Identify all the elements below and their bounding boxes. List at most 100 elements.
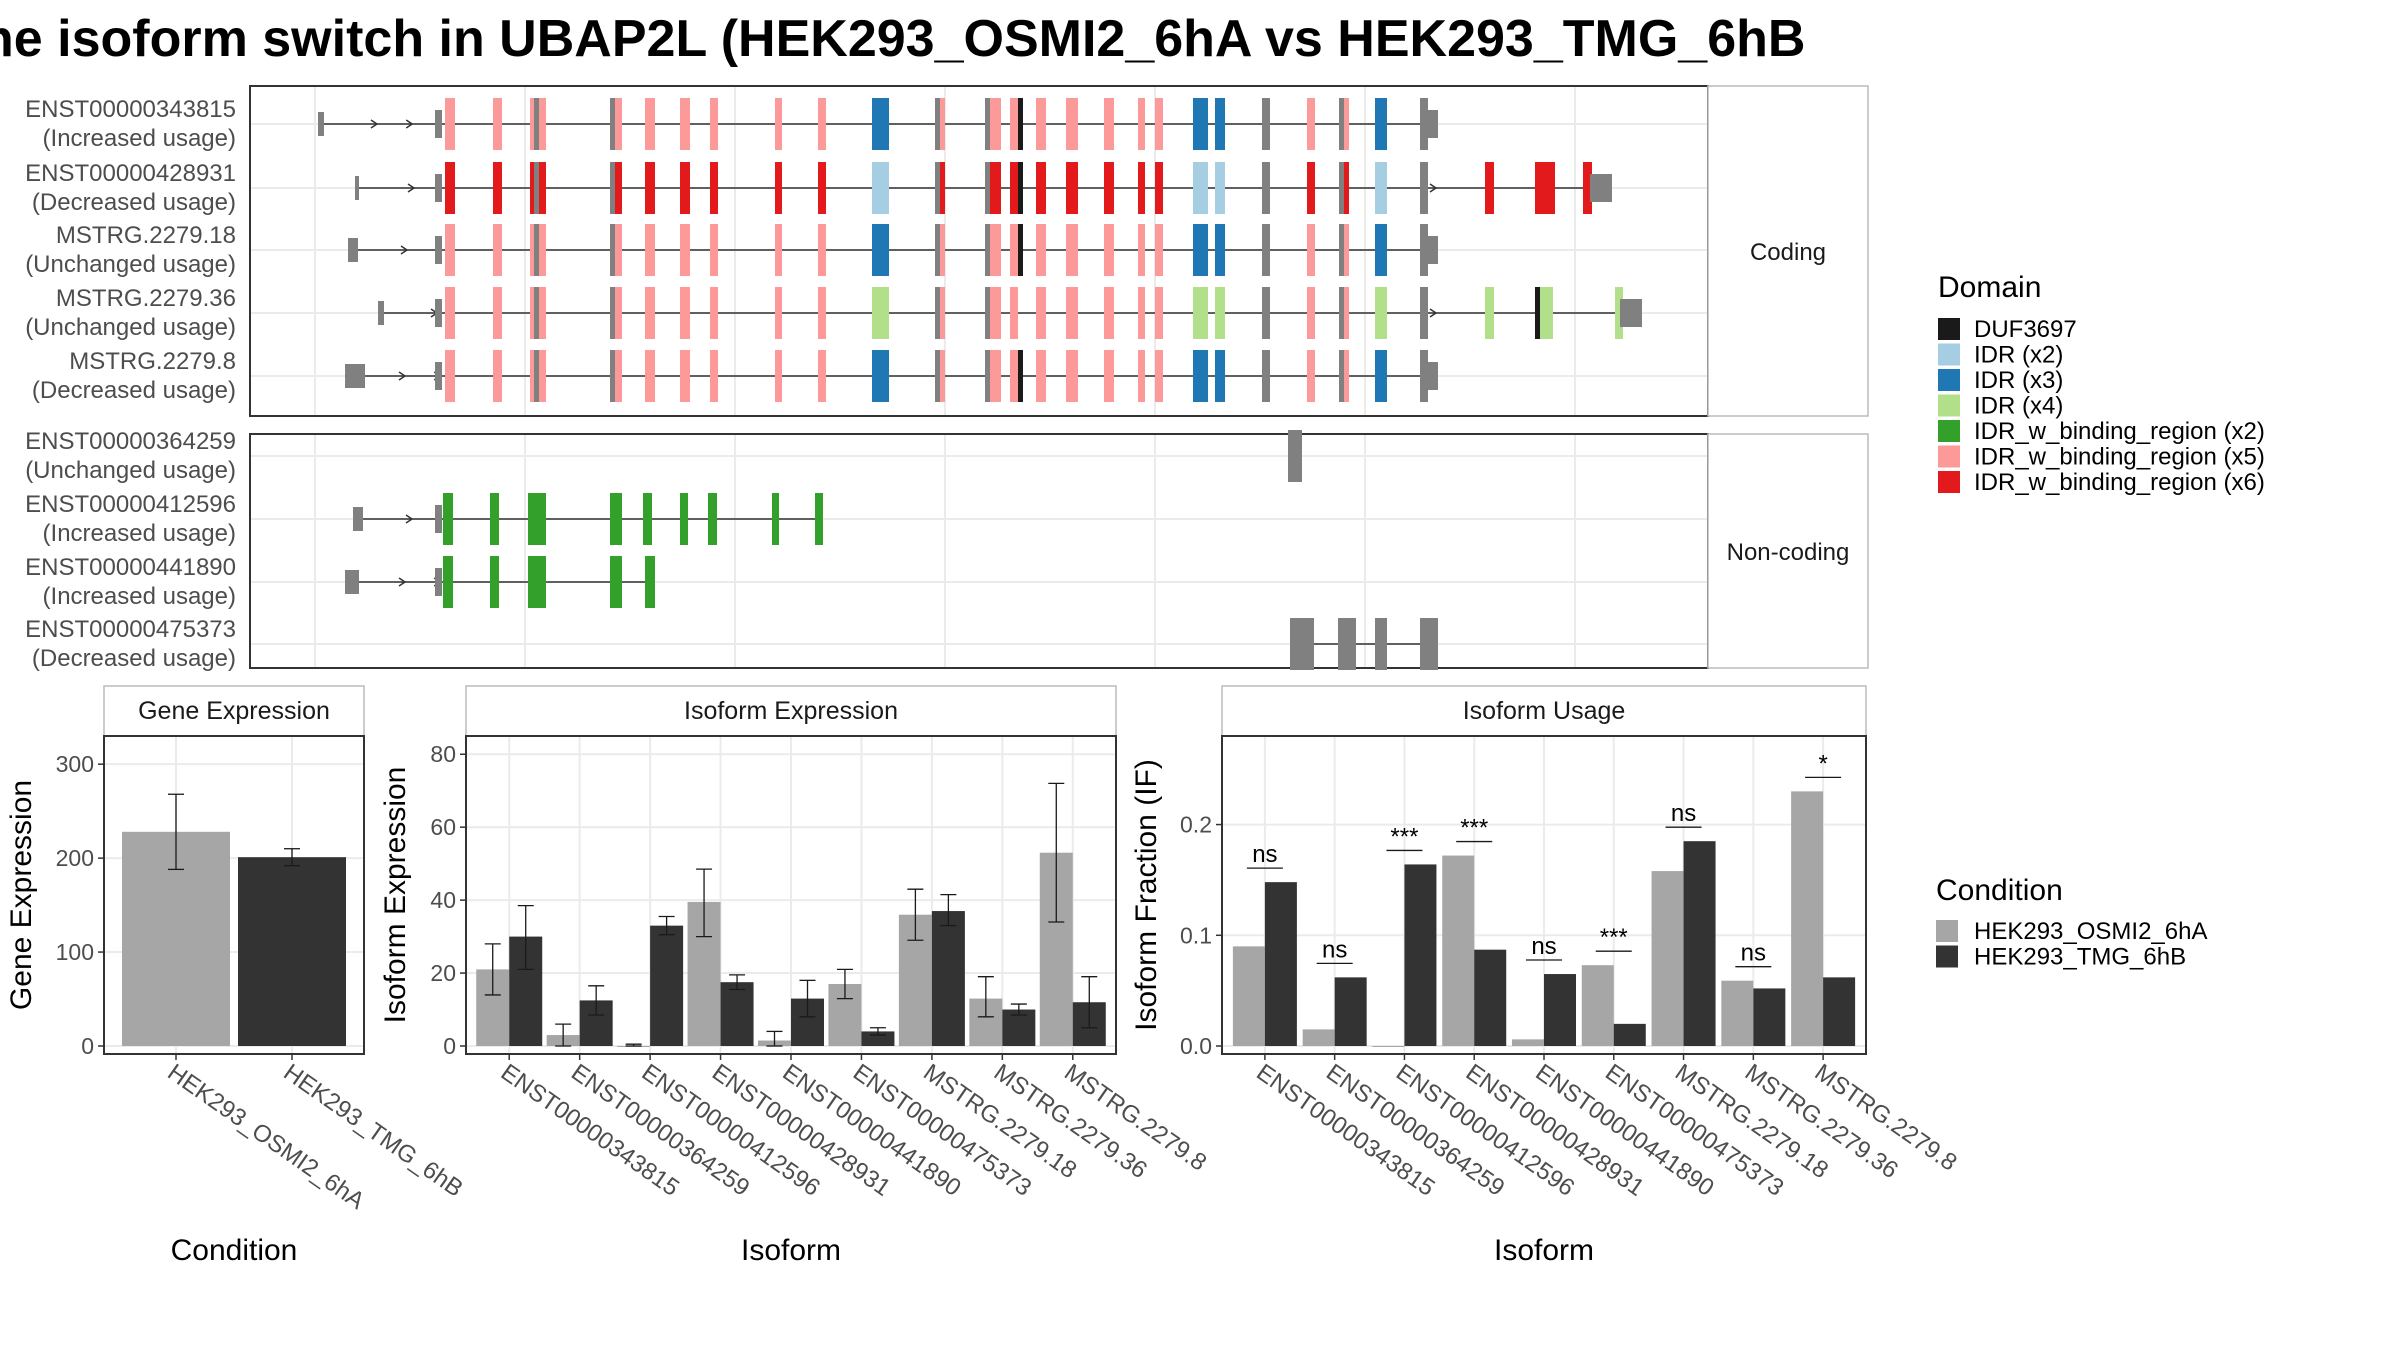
- legend-swatch: [1938, 343, 1960, 366]
- exon-idr-x3-: [872, 350, 889, 402]
- bar: [720, 982, 754, 1046]
- transcript-id-label: ENST00000412596: [25, 491, 236, 518]
- exon-boundary: [985, 287, 990, 339]
- transcript-id-label: ENST00000475373: [25, 616, 236, 643]
- exon-idr-w-binding-region-x2-: [490, 556, 499, 608]
- exon-idr-w-binding-region-x5-: [818, 98, 826, 150]
- exon-idr-x3-: [1193, 350, 1208, 402]
- transcript-id-label: MSTRG.2279.8: [69, 348, 236, 375]
- exon-none: [1375, 618, 1387, 670]
- y-tick-label: 0.1: [1180, 922, 1212, 948]
- y-tick-label: 300: [56, 751, 94, 777]
- significance-label: ns: [1252, 841, 1277, 868]
- exon-idr-w-binding-region-x5-: [1155, 98, 1163, 150]
- exon-idr-w-binding-region-x5-: [680, 350, 690, 402]
- transcript-id-label: ENST00000428931: [25, 160, 236, 187]
- exon-idr-w-binding-region-x5-: [1010, 98, 1018, 150]
- exon-idr-w-binding-region-x5-: [445, 224, 455, 276]
- exon-idr-w-binding-region-x5-: [775, 224, 782, 276]
- transcript-id-label: ENST00000441890: [25, 554, 236, 581]
- exon-boundary: [935, 162, 940, 214]
- significance-label: *: [1818, 750, 1827, 777]
- exon-none: [1288, 430, 1302, 482]
- exon-idr-w-binding-region-x5-: [493, 224, 502, 276]
- y-tick-label: 0: [81, 1033, 94, 1059]
- exon-idr-x2-: [872, 162, 889, 214]
- exon-idr-x3-: [1215, 98, 1225, 150]
- bar: [1334, 977, 1367, 1046]
- transcript-id-label: MSTRG.2279.36: [56, 285, 236, 312]
- transcript-usage-label: (Decreased usage): [32, 377, 236, 404]
- exon-idr-w-binding-region-x6-: [710, 162, 718, 214]
- bar: [238, 857, 346, 1046]
- exon-idr-w-binding-region-x6-: [1583, 162, 1592, 214]
- legend-swatch: [1938, 369, 1960, 391]
- bar: [1613, 1023, 1646, 1046]
- exon-idr-x2-: [1215, 162, 1225, 214]
- exon-boundary: [534, 224, 539, 276]
- exon-idr-w-binding-region-x6-: [1104, 162, 1114, 214]
- utr-exon: [1620, 299, 1642, 327]
- exon-idr-w-binding-region-x5-: [645, 350, 655, 402]
- transcript-usage-label: (Increased usage): [43, 125, 236, 152]
- exon-idr-w-binding-region-x5-: [680, 224, 690, 276]
- x-tick-label: HEK293_OSMI2_6hA: [163, 1059, 370, 1215]
- transcript-usage-label: (Unchanged usage): [25, 314, 236, 341]
- exon-idr-w-binding-region-x5-: [1010, 287, 1018, 339]
- utr-exon: [1420, 362, 1438, 390]
- exon-idr-w-binding-region-x2-: [443, 556, 453, 608]
- transcript-usage-label: (Decreased usage): [32, 645, 236, 672]
- exon-idr-w-binding-region-x6-: [445, 162, 455, 214]
- structure-facet-panel: [249, 433, 1709, 669]
- exon-idr-x4-: [1215, 287, 1225, 339]
- exon-none: [1420, 618, 1438, 670]
- exon-idr-x2-: [1193, 162, 1208, 214]
- utr-exon: [1590, 174, 1612, 202]
- exon-idr-w-binding-region-x2-: [645, 556, 655, 608]
- exon-idr-w-binding-region-x5-: [1010, 350, 1018, 402]
- exon-idr-w-binding-region-x5-: [710, 98, 718, 150]
- bar: [1264, 882, 1297, 1046]
- transcript-id-label: ENST00000364259: [25, 428, 236, 455]
- exon-boundary: [1339, 350, 1344, 402]
- exon-boundary: [610, 350, 615, 402]
- exon-idr-w-binding-region-x5-: [493, 98, 502, 150]
- exon-idr-x4-: [1615, 287, 1623, 339]
- exon-idr-w-binding-region-x5-: [1155, 350, 1163, 402]
- y-axis-title: Isoform Expression: [379, 767, 412, 1024]
- page-title: he isoform switch in UBAP2L (HEK293_OSMI…: [0, 10, 1805, 68]
- transcript-usage-label: (Increased usage): [43, 583, 236, 610]
- bar: [1302, 1029, 1335, 1046]
- utr-exon: [345, 364, 365, 388]
- transcript-id-label: MSTRG.2279.18: [56, 222, 236, 249]
- exon-idr-w-binding-region-x5-: [710, 287, 718, 339]
- exon-idr-x3-: [1193, 98, 1208, 150]
- exon-idr-w-binding-region-x5-: [645, 287, 655, 339]
- y-tick-label: 0: [443, 1033, 456, 1059]
- exon-idr-w-binding-region-x6-: [1010, 162, 1018, 214]
- exon-idr-x3-: [1375, 350, 1387, 402]
- bar: [861, 1031, 895, 1046]
- y-axis-title: Gene Expression: [5, 780, 38, 1010]
- bar: [1544, 974, 1576, 1046]
- exon-idr-w-binding-region-x6-: [775, 162, 782, 214]
- exon-idr-w-binding-region-x5-: [775, 350, 782, 402]
- condition-legend-title: Condition: [1936, 874, 2063, 907]
- y-tick-label: 40: [430, 887, 456, 913]
- exon-none: [1338, 618, 1356, 670]
- exon-idr-w-binding-region-x5-: [680, 98, 690, 150]
- y-tick-label: 0.2: [1180, 812, 1212, 838]
- y-tick-label: 20: [430, 960, 456, 986]
- bar: [650, 925, 684, 1046]
- exon-idr-w-binding-region-x5-: [445, 287, 455, 339]
- exon-boundary: [985, 224, 990, 276]
- bar: [931, 911, 965, 1046]
- facet-label: Non-coding: [1727, 539, 1850, 566]
- exon-idr-w-binding-region-x5-: [1104, 287, 1114, 339]
- exon-none: [1262, 350, 1270, 402]
- bar: [1404, 864, 1437, 1046]
- bar: [1372, 1046, 1405, 1047]
- exon-idr-w-binding-region-x6-: [1036, 162, 1046, 214]
- exon: [435, 568, 442, 596]
